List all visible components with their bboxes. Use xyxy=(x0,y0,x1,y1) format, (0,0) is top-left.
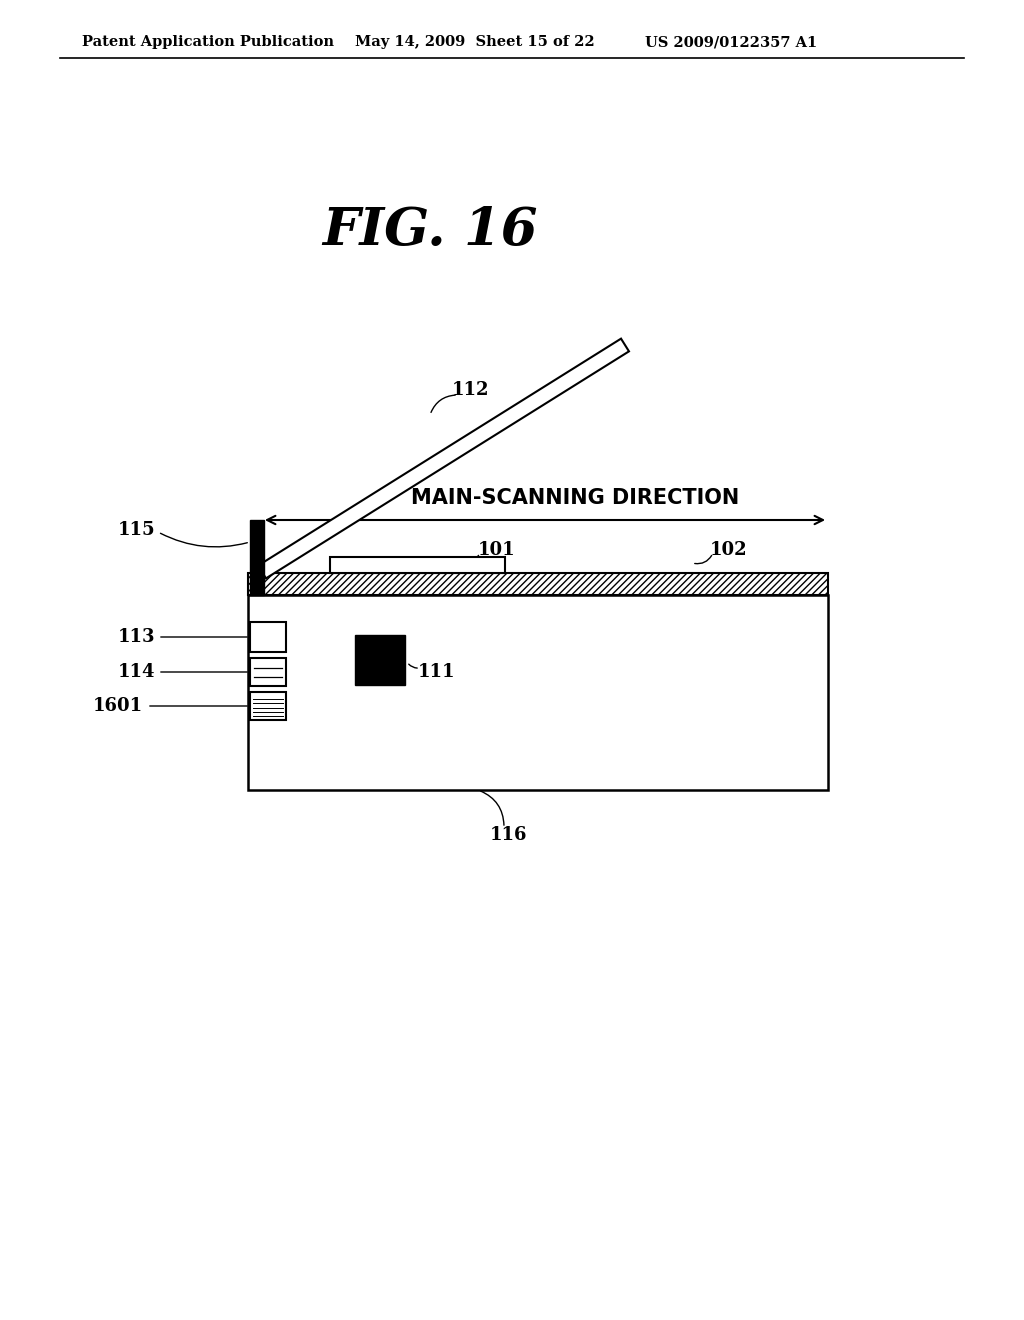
Bar xyxy=(250,622,286,652)
Bar xyxy=(248,573,828,595)
Bar xyxy=(250,520,264,595)
Bar xyxy=(250,657,286,686)
Text: May 14, 2009  Sheet 15 of 22: May 14, 2009 Sheet 15 of 22 xyxy=(355,36,595,49)
Bar xyxy=(250,692,286,719)
Text: Patent Application Publication: Patent Application Publication xyxy=(82,36,334,49)
Bar xyxy=(248,595,828,789)
Bar xyxy=(330,557,505,573)
Text: 112: 112 xyxy=(452,381,489,399)
Text: US 2009/0122357 A1: US 2009/0122357 A1 xyxy=(645,36,817,49)
Text: 115: 115 xyxy=(118,521,155,539)
Bar xyxy=(355,635,406,685)
Text: 111: 111 xyxy=(418,663,456,681)
Text: 101: 101 xyxy=(478,541,516,558)
Text: 113: 113 xyxy=(118,628,155,645)
Text: MAIN-SCANNING DIRECTION: MAIN-SCANNING DIRECTION xyxy=(411,488,739,508)
Text: 1601: 1601 xyxy=(93,697,143,715)
Text: 116: 116 xyxy=(489,826,526,843)
Text: FIG. 16: FIG. 16 xyxy=(323,205,538,256)
Polygon shape xyxy=(258,339,629,578)
Text: 114: 114 xyxy=(118,663,155,681)
Text: 102: 102 xyxy=(710,541,748,558)
